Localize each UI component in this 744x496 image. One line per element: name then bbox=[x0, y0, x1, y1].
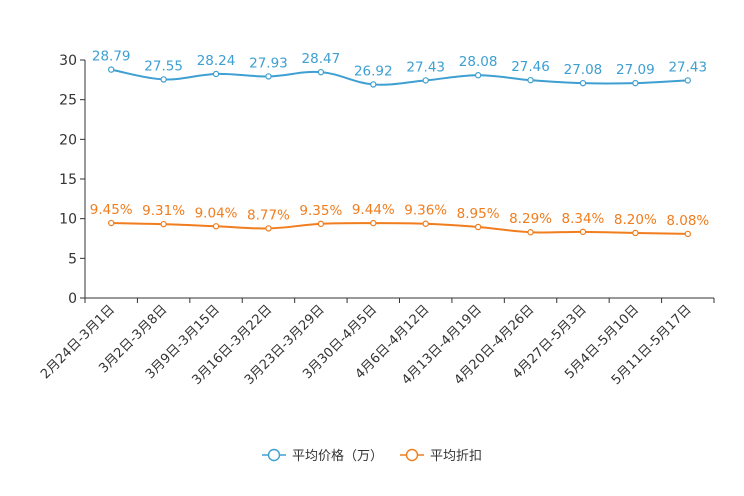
data-label: 27.43 bbox=[668, 59, 707, 75]
data-point[interactable] bbox=[212, 223, 220, 230]
y-axis: 0 5 10 15 20 25 30 bbox=[59, 53, 86, 307]
data-point[interactable] bbox=[265, 73, 272, 80]
data-point[interactable] bbox=[632, 79, 639, 87]
data-label: 26.92 bbox=[354, 63, 393, 79]
y-tick-label: 15 bbox=[59, 172, 77, 188]
y-tick-label: 30 bbox=[59, 53, 77, 69]
y-tick-label: 25 bbox=[59, 93, 77, 109]
legend-item-1[interactable]: 平均价格（万） bbox=[262, 448, 383, 464]
data-label: 27.08 bbox=[564, 62, 603, 78]
legend-label: 平均价格（万） bbox=[292, 448, 383, 464]
series-layer: 28.79 27.55 28.24 27.93 28.47 26.92 27.43 28.08… bbox=[90, 49, 709, 238]
data-point[interactable] bbox=[370, 81, 377, 88]
data-label: 28.24 bbox=[197, 53, 236, 69]
data-label: 8.08% bbox=[666, 213, 709, 229]
data-point[interactable] bbox=[422, 77, 429, 84]
series-line bbox=[111, 68, 688, 86]
data-point[interactable] bbox=[212, 70, 220, 78]
legend-circle-icon bbox=[405, 448, 419, 462]
data-point[interactable] bbox=[160, 220, 167, 228]
series-2: 9.45% 9.31% 9.04% 8.77% 9.35% 9.44% 9.36% 8.95%… bbox=[90, 202, 709, 238]
data-point[interactable] bbox=[579, 228, 587, 236]
data-point[interactable] bbox=[632, 229, 639, 237]
legend-label: 平均折扣 bbox=[430, 449, 482, 464]
data-label: 9.45% bbox=[90, 202, 133, 218]
data-label: 27.93 bbox=[249, 55, 288, 71]
data-label: 28.47 bbox=[302, 51, 341, 67]
data-label: 28.79 bbox=[92, 49, 131, 65]
data-point[interactable] bbox=[579, 79, 587, 87]
y-tick-label: 0 bbox=[68, 291, 77, 307]
data-point[interactable] bbox=[317, 68, 325, 76]
data-point[interactable] bbox=[474, 223, 482, 231]
data-label: 8.29% bbox=[509, 211, 552, 227]
data-point[interactable] bbox=[265, 225, 272, 232]
data-point[interactable] bbox=[108, 66, 115, 73]
data-point[interactable] bbox=[527, 229, 534, 236]
data-point[interactable] bbox=[108, 219, 115, 227]
data-label: 8.77% bbox=[247, 207, 290, 223]
data-label: 27.46 bbox=[511, 59, 550, 75]
series-1: 28.79 27.55 28.24 27.93 28.47 26.92 27.43 28.08… bbox=[92, 49, 707, 88]
legend-circle-icon bbox=[267, 448, 281, 462]
data-label: 8.20% bbox=[614, 212, 657, 228]
data-label: 28.08 bbox=[459, 54, 498, 70]
data-label: 9.35% bbox=[299, 203, 342, 219]
data-label: 27.55 bbox=[144, 58, 183, 74]
data-point[interactable] bbox=[160, 76, 167, 83]
series-line bbox=[111, 222, 688, 235]
data-label: 8.34% bbox=[562, 211, 605, 227]
y-tick-label: 10 bbox=[59, 212, 77, 228]
data-label: 27.43 bbox=[406, 59, 445, 75]
legend[interactable]: 平均价格（万） 平均折扣 bbox=[262, 448, 482, 464]
data-point[interactable] bbox=[527, 76, 534, 84]
legend-item-2[interactable]: 平均折扣 bbox=[400, 448, 482, 464]
data-label: 9.31% bbox=[142, 203, 185, 219]
data-label: 9.04% bbox=[195, 205, 238, 221]
x-axis: 2月24日-3月1日3月2日-3月8日3月9日-3月15日3月16日-3月22日… bbox=[38, 297, 715, 388]
data-point[interactable] bbox=[684, 230, 691, 238]
data-point[interactable] bbox=[317, 220, 325, 228]
data-label: 27.09 bbox=[616, 62, 655, 78]
data-point[interactable] bbox=[370, 219, 377, 227]
data-point[interactable] bbox=[474, 72, 482, 79]
y-tick-label: 5 bbox=[68, 251, 77, 267]
data-point[interactable] bbox=[422, 220, 429, 227]
data-label: 8.95% bbox=[457, 206, 500, 222]
data-label: 9.44% bbox=[352, 202, 395, 218]
data-label: 9.36% bbox=[404, 203, 447, 219]
y-tick-label: 20 bbox=[59, 132, 77, 148]
data-point[interactable] bbox=[684, 77, 691, 84]
